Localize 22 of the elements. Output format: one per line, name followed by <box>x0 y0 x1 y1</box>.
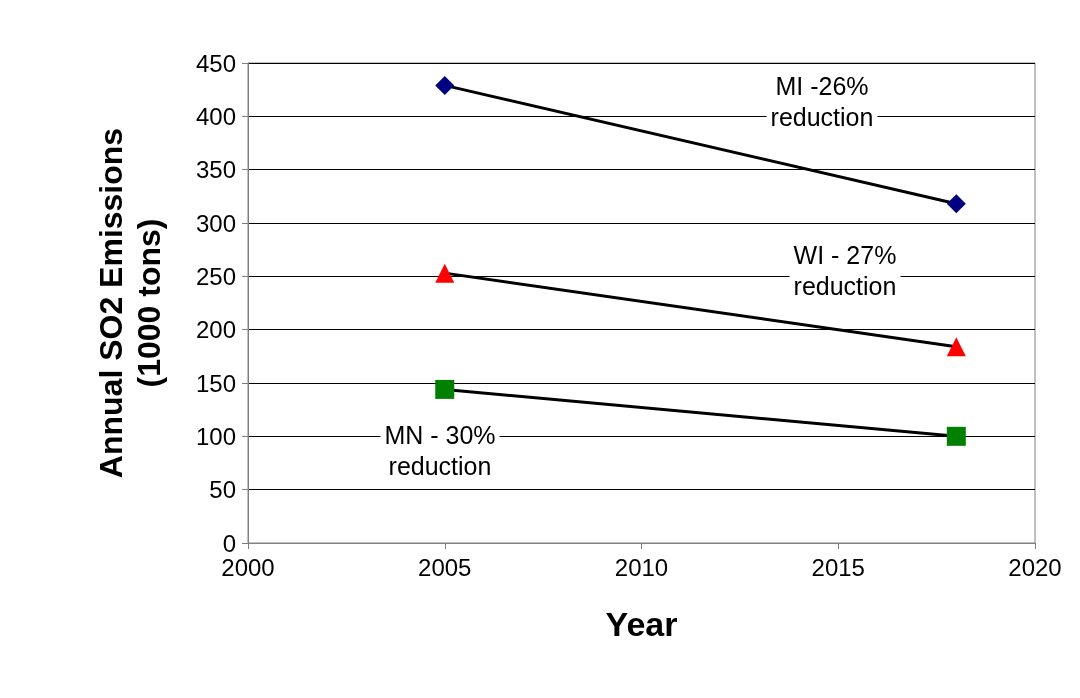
y-tick-label: 100 <box>195 422 236 450</box>
x-tick-label: 2005 <box>418 553 472 581</box>
annotation: MI -26% reduction <box>770 71 874 131</box>
point <box>435 379 455 399</box>
annotation: MN - 30% reduction <box>384 420 496 480</box>
x-axis-title: Year <box>605 605 678 643</box>
x-tick-label: 2010 <box>614 553 669 581</box>
point <box>435 75 455 95</box>
y-tick-label: 400 <box>195 102 236 130</box>
annotation: WI - 27% reduction <box>793 240 897 300</box>
y-tick-label: 50 <box>209 476 236 504</box>
y-axis-title: Annual SO2 Emissions (1000 tons) <box>93 127 167 479</box>
y-tick-label: 450 <box>195 49 236 77</box>
y-tick-label: 300 <box>195 209 236 237</box>
y-tick-label: 200 <box>195 316 236 344</box>
y-tick-label: 350 <box>195 156 236 184</box>
point <box>946 426 966 446</box>
x-tick-label: 2020 <box>1008 553 1062 581</box>
x-tick-label: 2015 <box>811 553 865 581</box>
point <box>946 194 966 214</box>
y-tick-label: 250 <box>195 262 236 290</box>
y-tick-label: 150 <box>195 369 236 397</box>
